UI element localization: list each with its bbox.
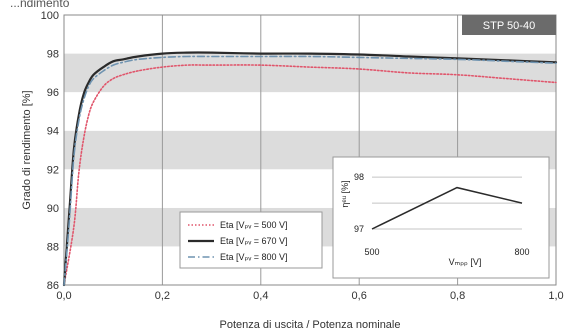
grid-band	[64, 92, 556, 131]
y-tick-label: 90	[47, 203, 59, 215]
inset-x-axis-title: Vₘₚₚ [V]	[449, 257, 482, 267]
series-line-2	[62, 51, 558, 287]
y-tick-label: 88	[47, 241, 59, 253]
x-tick-label: 0,0	[56, 290, 71, 302]
y-tick-label: 92	[47, 164, 59, 176]
inset-x-tick-label: 800	[514, 247, 529, 257]
model-badge: STP 50-40	[462, 15, 556, 35]
inset-chart: ηᵉᵘ [%] Vₘₚₚ [V] 97 98 500 800	[332, 156, 550, 279]
series-line-1	[63, 64, 557, 286]
legend-label: Eta [Vₚᵥ = 800 V]	[220, 252, 288, 262]
inset-y-tick-label: 97	[354, 224, 364, 234]
x-tick-label: 0,6	[352, 290, 367, 302]
series-layer	[62, 51, 558, 287]
model-badge-text: STP 50-40	[483, 20, 535, 32]
legend: Eta [Vₚᵥ = 500 V] Eta [Vₚᵥ = 670 V] Eta [V…	[179, 211, 323, 269]
y-tick-label: 94	[47, 126, 59, 138]
y-tick-labels: 86 88 90 92 94 96 98 100	[41, 10, 59, 292]
inset-x-tick-label: 500	[364, 247, 379, 257]
plot-frame	[63, 14, 557, 286]
x-axis-title: Potenza di uscita / Potenza nominale	[219, 319, 400, 331]
x-tick-label: 0,4	[253, 290, 268, 302]
model-badge-box	[462, 15, 556, 35]
inset-frame	[332, 156, 550, 279]
y-tick-label: 86	[47, 280, 59, 292]
y-tick-label: 96	[47, 87, 59, 99]
x-tick-label: 0,8	[450, 290, 465, 302]
inset-plot-body: 97 98 500 800	[354, 172, 530, 257]
x-tick-label: 0,2	[155, 290, 170, 302]
x-tick-label: 1,0	[548, 290, 563, 302]
legend-label: Eta [Vₚᵥ = 670 V]	[220, 236, 288, 246]
chart-top-title: ...ndimento	[10, 0, 70, 10]
y-axis-title: Grado di rendimento [%]	[21, 90, 33, 209]
x-tick-labels: 0,0 0,2 0,4 0,6 0,8 1,0	[56, 290, 563, 302]
legend-label: Eta [Vₚᵥ = 500 V]	[220, 220, 288, 230]
inset-y-axis-title: ηᵉᵘ [%]	[340, 180, 350, 207]
inset-series-line	[371, 186, 523, 230]
y-tick-label: 100	[41, 10, 59, 22]
series-line-3	[63, 55, 557, 286]
y-tick-label: 98	[47, 49, 59, 61]
inset-y-tick-label: 98	[354, 172, 364, 182]
